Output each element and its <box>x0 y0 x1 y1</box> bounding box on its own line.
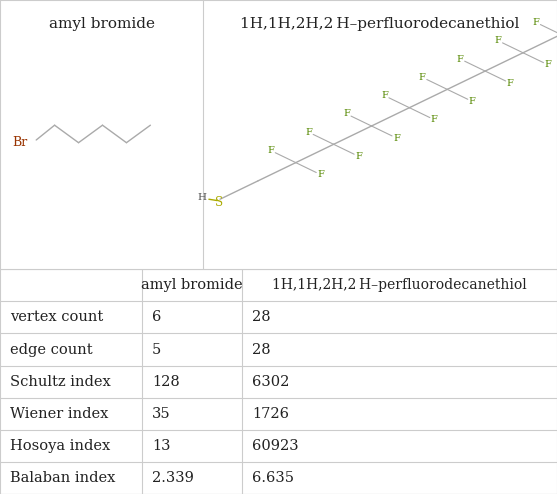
Text: S: S <box>215 196 223 209</box>
Text: F: F <box>355 152 362 161</box>
Text: 6.635: 6.635 <box>252 471 294 485</box>
Text: F: F <box>457 54 463 64</box>
Text: 60923: 60923 <box>252 439 299 453</box>
Text: 1H,1H,2H,2 H–perfluorodecanethiol: 1H,1H,2H,2 H–perfluorodecanethiol <box>241 17 520 31</box>
Text: 128: 128 <box>152 374 180 389</box>
Text: F: F <box>305 128 312 137</box>
Text: F: F <box>532 18 539 27</box>
Text: F: F <box>419 73 426 82</box>
Text: F: F <box>317 170 324 179</box>
Text: Hosoya index: Hosoya index <box>10 439 110 453</box>
Text: F: F <box>393 133 400 143</box>
Text: vertex count: vertex count <box>10 310 103 325</box>
Text: 28: 28 <box>252 342 271 357</box>
Text: 1726: 1726 <box>252 407 289 421</box>
Text: 1H,1H,2H,2 H–perfluorodecanethiol: 1H,1H,2H,2 H–perfluorodecanethiol <box>272 278 527 292</box>
Text: 13: 13 <box>152 439 170 453</box>
Text: F: F <box>545 60 551 69</box>
Text: F: F <box>431 115 438 124</box>
Text: Balaban index: Balaban index <box>10 471 115 485</box>
Text: Br: Br <box>13 136 28 149</box>
Text: 35: 35 <box>152 407 170 421</box>
Text: F: F <box>381 91 388 100</box>
Text: 6: 6 <box>152 310 162 325</box>
Text: F: F <box>343 110 350 119</box>
Text: 5: 5 <box>152 342 162 357</box>
Text: amyl bromide: amyl bromide <box>141 278 243 292</box>
Text: F: F <box>469 97 476 106</box>
Text: F: F <box>495 36 501 45</box>
Text: amyl bromide: amyl bromide <box>48 17 155 31</box>
Text: Wiener index: Wiener index <box>10 407 109 421</box>
Text: F: F <box>267 146 274 155</box>
Text: 6302: 6302 <box>252 374 290 389</box>
Text: F: F <box>507 79 514 87</box>
Text: 28: 28 <box>252 310 271 325</box>
Text: 2.339: 2.339 <box>152 471 194 485</box>
Text: H: H <box>197 193 206 203</box>
Text: edge count: edge count <box>10 342 92 357</box>
Text: Schultz index: Schultz index <box>10 374 111 389</box>
